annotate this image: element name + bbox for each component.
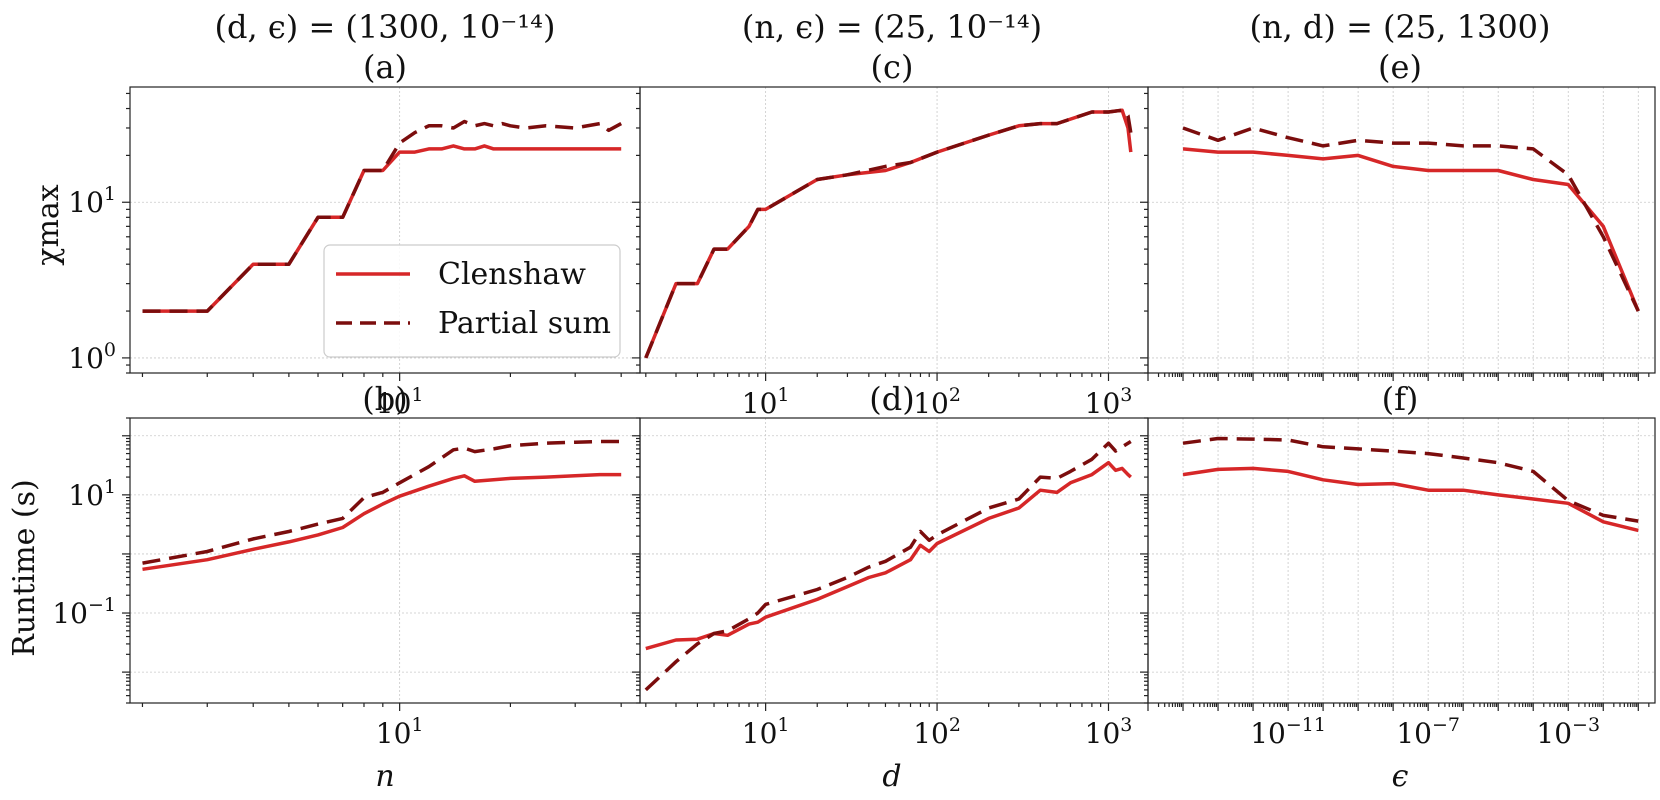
series-clenshaw-c: [644, 108, 1133, 359]
series-clenshaw-d: [645, 460, 1132, 651]
series-partial-sum-c: [644, 108, 1133, 359]
panel-c: 101 102 103: [632, 86, 1149, 420]
series-partial-sum-e: [1182, 126, 1640, 312]
panel-d: 101 102 103: [632, 417, 1149, 750]
series-partial-sum-b: [142, 439, 622, 565]
x-tick-label-c: 101: [742, 384, 790, 420]
series-clenshaw-a: [142, 144, 622, 313]
axes-frame-e: [1147, 86, 1656, 374]
x-tick-label-c: 103: [1085, 384, 1133, 420]
x-label-n: n: [375, 759, 394, 794]
y-tick-label-a: 100: [68, 339, 116, 375]
y-tick-label-b: 101: [68, 476, 116, 512]
axes-frame-d: [639, 417, 1149, 704]
x-tick-label-d: 102: [913, 714, 961, 750]
series-clenshaw-b: [142, 472, 622, 572]
column-title-2: (n, ϵ) = (25, 10⁻¹⁴): [742, 8, 1042, 46]
legend: Clenshaw Partial sum: [323, 244, 621, 358]
series-partial-sum-a: [142, 119, 623, 313]
axes-frame-f: [1147, 417, 1656, 704]
x-tick-label-f: 10−7: [1396, 714, 1460, 750]
x-tick-label-d: 101: [742, 714, 790, 750]
panel-label-e: (e): [1378, 48, 1422, 86]
y-label-chi: χmax: [31, 184, 66, 266]
series-clenshaw-f: [1182, 466, 1639, 533]
column-title-1: (d, ϵ) = (1300, 10⁻¹⁴): [215, 8, 556, 46]
y-tick-label-b: 10−1: [52, 594, 116, 630]
y-tick-label-a: 101: [68, 183, 116, 219]
x-label-epsilon: ϵ: [1392, 759, 1409, 794]
axes-frame-c: [639, 86, 1149, 374]
series-clenshaw-e: [1182, 147, 1640, 312]
panel-a: 101 100 101: [68, 86, 641, 420]
x-tick-label-f: 10−3: [1536, 714, 1600, 750]
panel-label-f: (f): [1382, 380, 1419, 418]
y-label-runtime: Runtime (s): [7, 479, 42, 656]
series-partial-sum-d: [644, 440, 1132, 692]
x-tick-label-c: 102: [913, 384, 961, 420]
legend-label-clenshaw: Clenshaw: [438, 257, 586, 292]
column-title-3: (n, d) = (25, 1300): [1249, 8, 1550, 46]
panel-e: [1140, 86, 1656, 381]
panel-label-c: (c): [871, 48, 914, 86]
panel-label-b: (b): [362, 380, 407, 418]
legend-label-partial: Partial sum: [438, 306, 611, 341]
x-tick-label-d: 103: [1085, 714, 1133, 750]
panel-b: 101 10−1 101: [52, 417, 641, 750]
x-label-d: d: [882, 759, 901, 794]
panel-label-d: (d): [869, 380, 914, 418]
series-partial-sum-f: [1182, 436, 1639, 523]
panel-f: 10−11 10−7 10−3: [1140, 417, 1656, 750]
x-tick-label-a: 101: [376, 384, 424, 420]
x-tick-label-f: 10−11: [1250, 714, 1326, 750]
panel-label-a: (a): [363, 48, 407, 86]
x-tick-label-b: 101: [376, 714, 424, 750]
